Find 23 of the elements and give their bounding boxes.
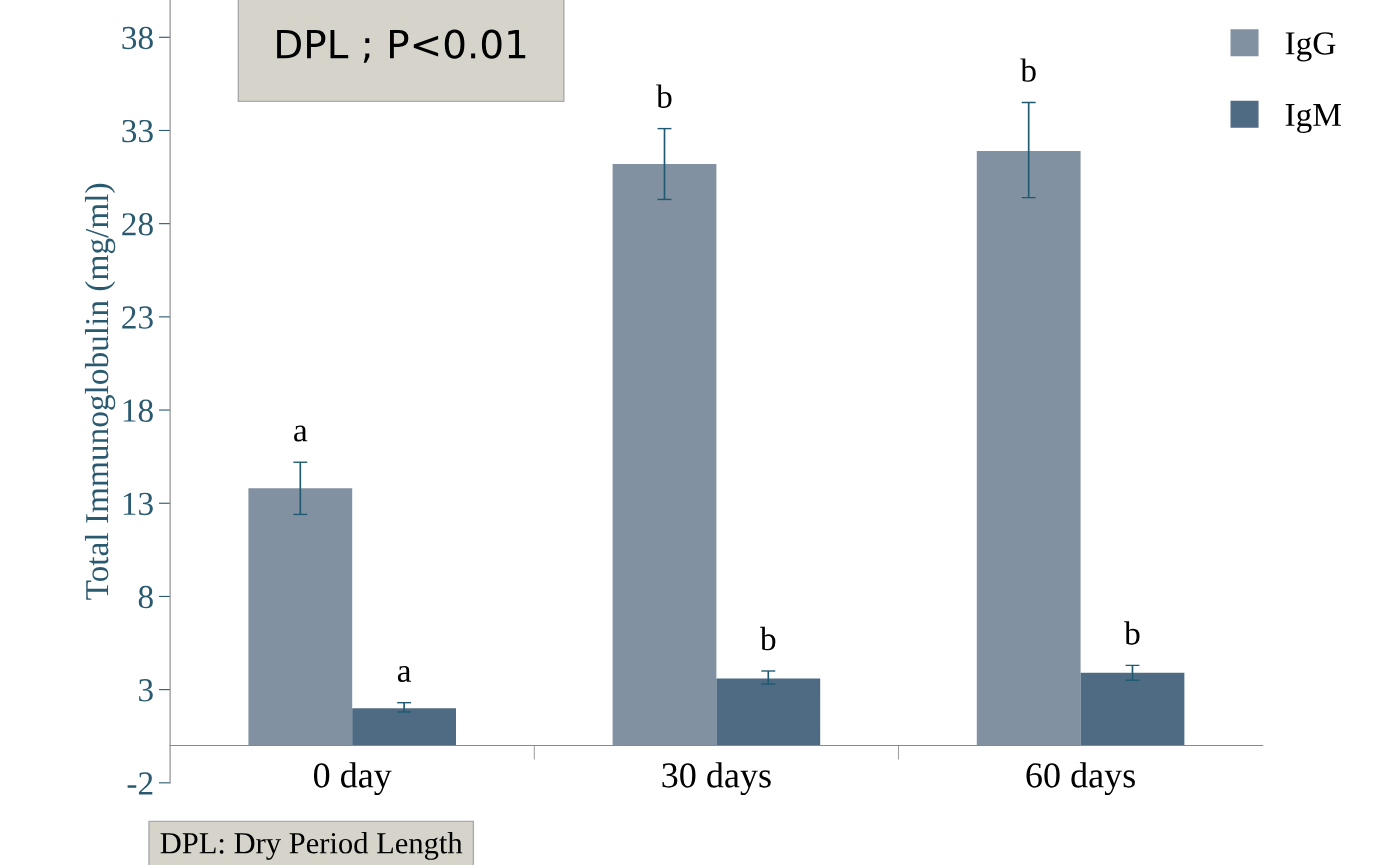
x-tick-label: 0 day [313, 762, 392, 796]
y-tick-label: 38 [122, 26, 153, 50]
y-axis-title: Total Immunoglobulin (mg/ml) [84, 183, 116, 600]
x-tick-label: 60 days [1026, 762, 1135, 796]
legend-label: IgG [1285, 32, 1336, 62]
annotation: a [294, 425, 308, 442]
y-tick-label: 23 [122, 306, 153, 329]
annotation: b [656, 84, 672, 108]
annotation: b [1020, 58, 1036, 82]
y-tick-label: 33 [122, 119, 153, 143]
annotation: DPL ; P<0.01 [277, 29, 526, 63]
legend-label: IgM [1285, 104, 1341, 134]
y-tick-label: 18 [123, 399, 153, 422]
y-tick-label: 3 [139, 679, 153, 702]
y-tick-label: 13 [123, 492, 153, 516]
y-tick-label: 8 [138, 585, 153, 609]
y-tick-label: -2 [127, 772, 153, 795]
y-tick-label: 28 [122, 213, 153, 236]
annotation: b [1124, 621, 1140, 645]
text: DPL: Dry Period Length [160, 832, 463, 860]
x-tick-label: 30 days [662, 762, 771, 796]
annotation: a [397, 666, 412, 683]
annotation: b [759, 626, 776, 651]
